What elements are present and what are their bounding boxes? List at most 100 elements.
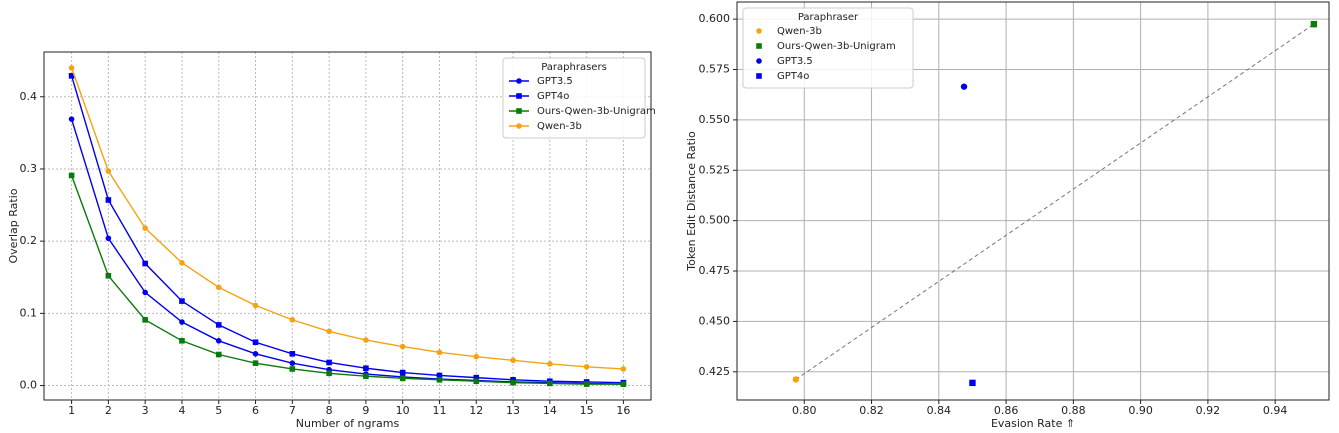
marker <box>289 317 296 323</box>
x-tick-label: 2 <box>105 404 112 417</box>
marker <box>215 322 222 328</box>
marker <box>583 381 590 387</box>
legend-label: GPT4o <box>777 71 809 82</box>
y-tick-label: 0.600 <box>699 12 731 25</box>
marker <box>510 376 516 383</box>
marker <box>289 360 296 366</box>
x-tick-label: 0.82 <box>859 404 884 417</box>
x-tick-label: 1 <box>68 404 75 417</box>
x-tick-label: 4 <box>178 404 185 417</box>
marker <box>252 360 259 366</box>
x-tick-label: 12 <box>469 404 483 417</box>
y-tick-label: 0.3 <box>20 162 38 175</box>
marker <box>960 83 968 90</box>
marker <box>68 172 75 179</box>
marker <box>68 65 75 71</box>
marker <box>142 289 148 296</box>
marker <box>215 284 222 291</box>
marker <box>583 363 590 370</box>
marker <box>620 366 627 372</box>
marker <box>516 78 522 84</box>
line <box>70 175 624 385</box>
y-tick-label: 0.425 <box>699 365 731 378</box>
legend-label: Ours-Qwen-3b-Unigram <box>537 106 656 117</box>
legend-label: Qwen-3b <box>777 26 822 37</box>
x-tick-label: 0.80 <box>792 404 817 417</box>
marker <box>756 28 762 34</box>
marker <box>252 302 259 309</box>
marker <box>516 93 522 99</box>
scatter-chart: 0.80 0.82 0.84 0.86 0.88 0.90 0.92 0.94 0.425 0.4… <box>685 1 1330 430</box>
marker <box>399 343 406 350</box>
line <box>70 67 624 370</box>
marker <box>105 235 112 242</box>
x-tick-label: 0.90 <box>1128 404 1153 417</box>
marker <box>179 319 185 325</box>
x-tick-label: 14 <box>543 404 557 417</box>
y-tick-label: 0.1 <box>20 306 38 319</box>
y-axis-label: Overlap Ratio <box>7 188 20 263</box>
x-tick-label: 6 <box>252 404 259 417</box>
legend-label: GPT3.5 <box>777 56 813 67</box>
legend-label: GPT3.5 <box>537 76 573 87</box>
x-tick-label: 3 <box>142 404 149 417</box>
legend-title: Paraphraser <box>798 12 859 23</box>
marker <box>399 375 406 382</box>
marker <box>215 351 222 358</box>
marker <box>289 350 296 357</box>
marker <box>68 116 75 122</box>
marker <box>756 43 762 49</box>
marker <box>516 123 522 129</box>
line <box>70 75 624 384</box>
marker <box>510 357 516 364</box>
marker <box>756 73 762 79</box>
x-tick-label: 15 <box>580 404 594 417</box>
marker <box>756 58 762 64</box>
x-tick-label: 5 <box>215 404 222 417</box>
marker <box>105 197 112 203</box>
x-tick-label: 0.92 <box>1196 404 1221 417</box>
marker <box>215 337 222 344</box>
marker <box>620 381 627 387</box>
marker <box>105 273 112 279</box>
marker <box>252 339 259 346</box>
marker <box>969 379 976 387</box>
marker <box>1310 20 1318 28</box>
marker <box>399 369 406 376</box>
marker <box>436 349 443 356</box>
x-tick-label: 8 <box>326 404 333 417</box>
marker <box>792 376 800 383</box>
marker <box>516 108 522 114</box>
y-tick-label: 0.475 <box>699 264 731 277</box>
marker <box>363 365 369 372</box>
legend-box <box>502 57 646 139</box>
x-tick-label: 10 <box>396 404 410 417</box>
legend: Paraphraser Qwen-3b Ours-Qwen-3b-Unigram GP… <box>742 7 914 89</box>
marker <box>179 337 185 344</box>
y-tick-label: 0.4 <box>20 90 38 103</box>
marker <box>289 366 296 372</box>
x-tick-label: 13 <box>506 404 520 417</box>
marker <box>326 370 332 377</box>
line-chart: 1 2 3 4 5 6 7 8 9 10 11 12 13 14 15 160.00.10.20.30.4Nu… <box>7 51 656 430</box>
x-tick-label: 0.88 <box>1061 404 1086 417</box>
marker <box>436 372 443 379</box>
marker <box>68 73 75 79</box>
marker <box>105 168 112 174</box>
legend-title: Paraphrasers <box>541 62 607 73</box>
marker <box>179 298 185 304</box>
x-tick-label: 11 <box>432 404 446 417</box>
legend-label: Qwen-3b <box>537 121 582 132</box>
y-axis-label: Token Edit Distance Ratio <box>685 131 698 272</box>
marker <box>547 380 553 387</box>
plot-frame <box>43 51 652 401</box>
marker <box>142 225 148 231</box>
marker <box>473 378 480 385</box>
marker <box>363 373 369 379</box>
y-tick-label: 0.2 <box>20 234 38 247</box>
y-tick-label: 0.0 <box>20 379 38 392</box>
x-tick-label: 7 <box>289 404 296 417</box>
marker <box>142 317 148 323</box>
x-tick-label: 0.84 <box>927 404 952 417</box>
legend-label: Ours-Qwen-3b-Unigram <box>777 41 896 52</box>
